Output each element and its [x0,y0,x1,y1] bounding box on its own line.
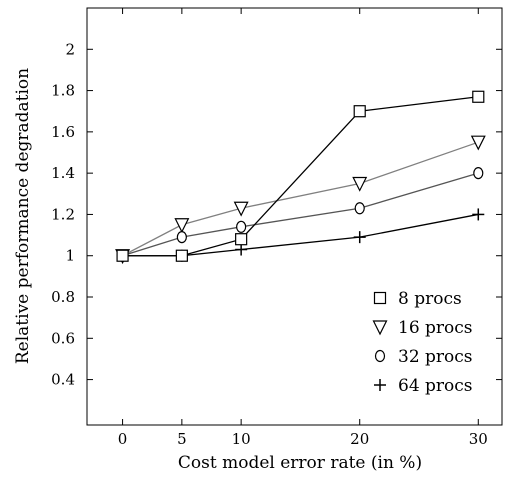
x-tick-label: 5 [177,430,187,448]
legend-label-32-procs: 32 procs [398,347,473,367]
series-group [115,90,486,265]
legend-label-8-procs: 8 procs [398,289,462,309]
data-point-64-procs [353,231,366,244]
y-tick-label: 1.6 [51,123,75,141]
data-point-16-procs [352,176,368,192]
data-point-32-procs [473,167,484,180]
legend: 8 procs 16 procs 32 procs 64 procs [372,289,473,396]
legend-marker-64-procs [374,379,386,391]
data-point-32-procs [176,231,187,244]
data-point-64-procs [235,243,248,256]
data-point-16-procs [174,218,190,234]
plot-frame [86,7,503,426]
data-point-8-procs [472,90,485,103]
axis-tick-labels: 0.40.60.811.21.41.61.820 5 10 20 30 [51,40,488,448]
legend-marker-32-procs [374,349,386,363]
y-tick-label: 1.2 [51,205,75,223]
x-tick-label: 20 [350,430,369,448]
axis-ticks [87,8,502,425]
x-tick-label: 10 [232,430,251,448]
legend-marker-8-procs [373,291,387,305]
legend-marker-16-procs [372,320,388,336]
data-point-16-procs [233,201,249,217]
y-axis-label: Relative performance degradation [13,68,33,364]
y-tick-label: 0.8 [51,288,75,306]
x-tick-label: 30 [469,430,488,448]
data-point-32-procs [236,220,247,233]
data-point-16-procs [470,135,486,151]
data-point-32-procs [354,202,365,215]
legend-label-16-procs: 16 procs [398,318,473,338]
x-axis-label: Cost model error rate (in %) [178,453,422,473]
x-tick-label: 0 [118,430,128,448]
data-point-8-procs [353,105,366,118]
legend-label-64-procs: 64 procs [398,376,473,396]
y-tick-label: 1.8 [51,82,75,100]
y-tick-label: 0.4 [51,371,75,389]
y-tick-label: 1.4 [51,164,75,182]
series-line-8-procs [122,96,479,257]
y-tick-label: 2 [65,40,75,58]
data-point-64-procs [472,208,485,221]
y-tick-label: 1 [65,247,75,265]
data-point-8-procs [175,249,188,262]
y-tick-label: 0.6 [51,329,75,347]
data-point-8-procs [116,249,129,262]
data-point-8-procs [235,233,248,246]
